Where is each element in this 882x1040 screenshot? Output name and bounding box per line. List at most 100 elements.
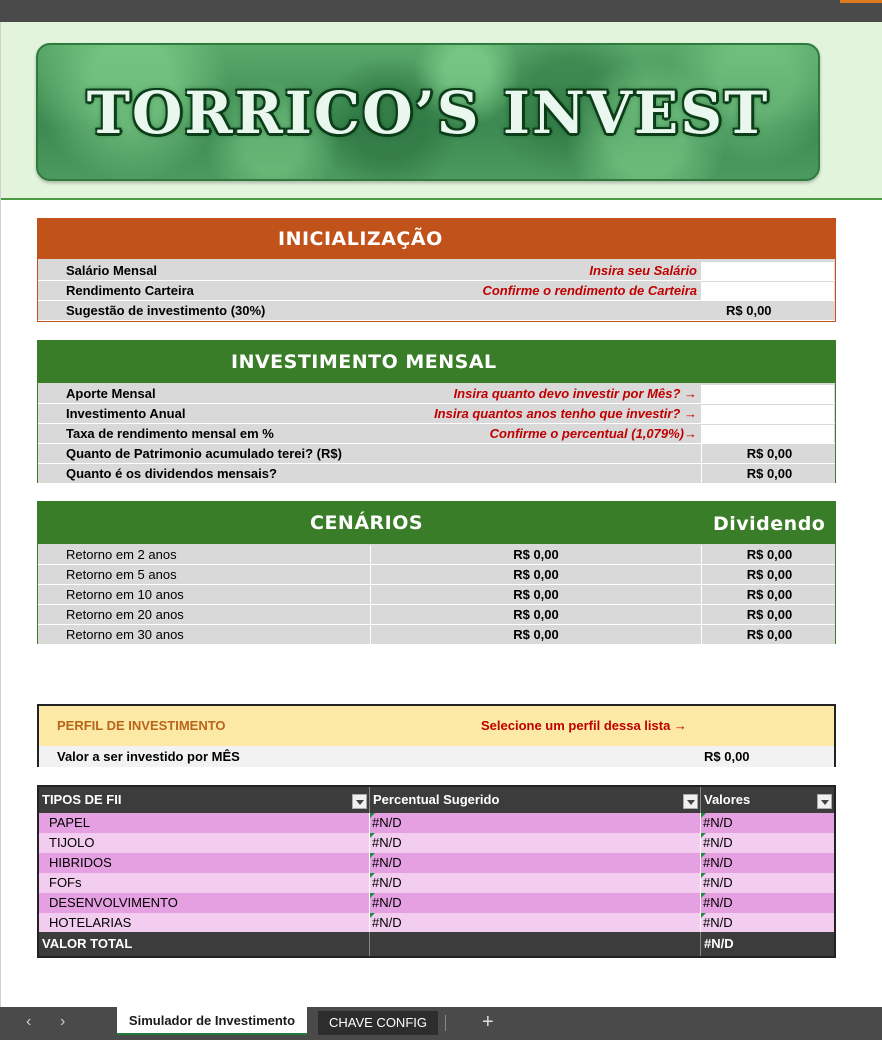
error-indicator-icon bbox=[701, 913, 706, 918]
tipo-cell[interactable]: HIBRIDOS bbox=[39, 853, 370, 873]
salario-input[interactable] bbox=[701, 262, 834, 280]
cenario-dividend[interactable]: R$ 0,00 bbox=[701, 545, 837, 564]
aporte-hint: Insira quanto devo investir por Mês? → bbox=[453, 386, 697, 401]
valor-mes-value[interactable]: R$ 0,00 bbox=[704, 749, 750, 764]
aporte-row: Aporte Mensal Insira quanto devo investi… bbox=[38, 384, 835, 404]
banner-title: TORRICO’S INVEST bbox=[86, 79, 770, 147]
tab-chave-config[interactable]: CHAVE CONFIG bbox=[318, 1011, 438, 1035]
filter-dropdown-icon[interactable] bbox=[683, 794, 698, 809]
cenario-dividend[interactable]: R$ 0,00 bbox=[701, 625, 837, 644]
cenario-value[interactable]: R$ 0,00 bbox=[370, 585, 701, 605]
cenario-value[interactable]: R$ 0,00 bbox=[370, 605, 701, 625]
percentual-cell-text: #N/D bbox=[372, 855, 402, 870]
tab-simulador[interactable]: Simulador de Investimento bbox=[117, 1007, 307, 1035]
fii-table: TIPOS DE FII Percentual Sugerido Valores… bbox=[37, 785, 836, 958]
header-tipos-label: TIPOS DE FII bbox=[42, 792, 122, 807]
total-value[interactable]: #N/D bbox=[704, 936, 734, 951]
error-indicator-icon bbox=[370, 873, 375, 878]
cenario-label: Retorno em 30 anos bbox=[66, 627, 184, 642]
inicializacao-section: INICIALIZAÇÃO Salário Mensal Insira seu … bbox=[37, 218, 836, 322]
patrimonio-label: Quanto de Patrimonio acumulado terei? (R… bbox=[66, 446, 342, 461]
valor-mes-row: Valor a ser investido por MÊS R$ 0,00 bbox=[39, 746, 834, 767]
valor-cell[interactable]: #N/D bbox=[701, 873, 834, 893]
sugestao-label: Sugestão de investimento (30%) bbox=[66, 303, 266, 318]
error-indicator-icon bbox=[370, 833, 375, 838]
percentual-cell-text: #N/D bbox=[372, 815, 402, 830]
percentual-cell-text: #N/D bbox=[372, 835, 402, 850]
perfil-selector[interactable]: PERFIL DE INVESTIMENTO Selecione um perf… bbox=[39, 706, 834, 746]
percentual-cell[interactable]: #N/D bbox=[370, 893, 701, 913]
chevron-right-icon[interactable]: › bbox=[60, 1013, 66, 1030]
cenario-value[interactable]: R$ 0,00 bbox=[370, 565, 701, 585]
patrimonio-value[interactable]: R$ 0,00 bbox=[701, 444, 837, 463]
aporte-input[interactable] bbox=[701, 385, 834, 403]
dividendos-row: Quanto é os dividendos mensais? R$ 0,00 bbox=[38, 464, 835, 484]
rendimento-input[interactable] bbox=[701, 282, 834, 300]
table-row: DESENVOLVIMENTO #N/D #N/D bbox=[39, 893, 834, 913]
error-indicator-icon bbox=[701, 833, 706, 838]
salario-row: Salário Mensal Insira seu Salário bbox=[38, 261, 835, 281]
dividendos-value[interactable]: R$ 0,00 bbox=[701, 464, 837, 483]
patrimonio-row: Quanto de Patrimonio acumulado terei? (R… bbox=[38, 444, 835, 464]
cenario-label: Retorno em 5 anos bbox=[66, 567, 177, 582]
anual-input[interactable] bbox=[701, 405, 834, 423]
cenario-value[interactable]: R$ 0,00 bbox=[370, 625, 701, 645]
cenario-label: Retorno em 2 anos bbox=[66, 547, 177, 562]
chevron-left-icon[interactable]: ‹ bbox=[26, 1013, 32, 1030]
valor-cell[interactable]: #N/D bbox=[701, 893, 834, 913]
error-indicator-icon bbox=[701, 873, 706, 878]
perfil-hint: Selecione um perfil dessa lista → bbox=[481, 718, 687, 733]
valor-cell-text: #N/D bbox=[703, 875, 733, 890]
percentual-cell[interactable]: #N/D bbox=[370, 873, 701, 893]
taxa-input[interactable] bbox=[701, 425, 834, 443]
plus-icon[interactable]: + bbox=[482, 1011, 494, 1033]
rendimento-label: Rendimento Carteira bbox=[66, 283, 194, 298]
percentual-cell-text: #N/D bbox=[372, 895, 402, 910]
percentual-cell-text: #N/D bbox=[372, 915, 402, 930]
cenarios-section: CENÁRIOS Dividendo Retorno em 2 anos R$ … bbox=[37, 501, 837, 645]
percentual-cell[interactable]: #N/D bbox=[370, 813, 701, 833]
tipo-cell[interactable]: DESENVOLVIMENTO bbox=[39, 893, 370, 913]
investimento-section: INVESTIMENTO MENSAL Aporte Mensal Insira… bbox=[37, 340, 836, 484]
salario-label: Salário Mensal bbox=[66, 263, 158, 278]
filter-dropdown-icon[interactable] bbox=[352, 794, 367, 809]
banner-background: TORRICO’S INVEST bbox=[1, 22, 882, 200]
sugestao-value[interactable]: R$ 0,00 bbox=[726, 303, 772, 318]
header-tipos: TIPOS DE FII bbox=[39, 787, 370, 813]
percentual-cell[interactable]: #N/D bbox=[370, 913, 701, 933]
cenario-row: Retorno em 5 anos R$ 0,00 R$ 0,00 bbox=[38, 565, 835, 585]
percentual-cell[interactable]: #N/D bbox=[370, 833, 701, 853]
valor-cell[interactable]: #N/D bbox=[701, 853, 834, 873]
valor-cell[interactable]: #N/D bbox=[701, 833, 834, 853]
filter-dropdown-icon[interactable] bbox=[817, 794, 832, 809]
valor-cell-text: #N/D bbox=[703, 815, 733, 830]
cenario-value[interactable]: R$ 0,00 bbox=[370, 545, 701, 565]
tipo-cell[interactable]: HOTELARIAS bbox=[39, 913, 370, 933]
inicializacao-header: INICIALIZAÇÃO bbox=[38, 219, 835, 259]
cenario-dividend[interactable]: R$ 0,00 bbox=[701, 585, 837, 604]
valor-cell-text: #N/D bbox=[703, 915, 733, 930]
investimento-title: INVESTIMENTO MENSAL bbox=[231, 351, 497, 373]
tipo-cell[interactable]: PAPEL bbox=[39, 813, 370, 833]
header-percentual: Percentual Sugerido bbox=[370, 787, 701, 813]
valor-cell[interactable]: #N/D bbox=[701, 913, 834, 933]
cenario-dividend[interactable]: R$ 0,00 bbox=[701, 565, 837, 584]
error-indicator-icon bbox=[370, 913, 375, 918]
valor-cell-text: #N/D bbox=[703, 855, 733, 870]
error-indicator-icon bbox=[370, 893, 375, 898]
salario-hint: Insira seu Salário bbox=[589, 263, 697, 278]
error-indicator-icon bbox=[701, 893, 706, 898]
anual-row: Investimento Anual Insira quantos anos t… bbox=[38, 404, 835, 424]
valor-cell[interactable]: #N/D bbox=[701, 813, 834, 833]
valor-cell-text: #N/D bbox=[703, 895, 733, 910]
tipo-cell[interactable]: TIJOLO bbox=[39, 833, 370, 853]
error-indicator-icon bbox=[701, 813, 706, 818]
taxa-hint: Confirme o percentual (1,079%)→ bbox=[489, 426, 697, 441]
cenario-row: Retorno em 10 anos R$ 0,00 R$ 0,00 bbox=[38, 585, 835, 605]
percentual-cell[interactable]: #N/D bbox=[370, 853, 701, 873]
total-empty-cell[interactable] bbox=[370, 932, 701, 956]
cenario-dividend[interactable]: R$ 0,00 bbox=[701, 605, 837, 624]
table-row: TIJOLO #N/D #N/D bbox=[39, 833, 834, 853]
tipo-cell[interactable]: FOFs bbox=[39, 873, 370, 893]
fii-header-row: TIPOS DE FII Percentual Sugerido Valores bbox=[39, 787, 834, 813]
